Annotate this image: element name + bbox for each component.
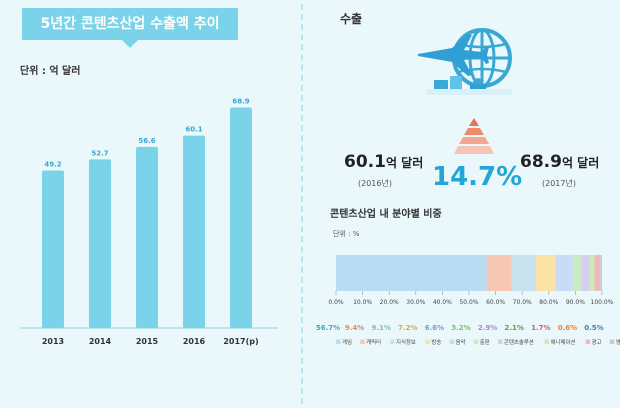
- tick-label: 50.0%: [459, 299, 478, 306]
- growth-rate: 14.7%: [432, 162, 523, 192]
- share-label-캐릭터: 9.4%: [345, 324, 364, 332]
- unit-label: 단위 : 억 달러: [20, 66, 81, 77]
- legend-swatch: [390, 339, 395, 344]
- export-2016-value: 60.1억 달러: [344, 152, 423, 172]
- share-label-광고: 1.7%: [531, 324, 550, 332]
- bar-value-label: 52.7: [91, 149, 108, 157]
- legend-swatch: [360, 339, 365, 344]
- pyramid-icon: [454, 118, 494, 154]
- segment-지식정보: [511, 255, 537, 291]
- export-trend-bar-chart: 49.2 2013 52.7 2014 56.6 2015 60.1 2016 68.9 2017…: [20, 98, 278, 346]
- segment-캐릭터: [486, 255, 512, 291]
- category-label: 2015: [136, 337, 159, 346]
- bar-2016: [183, 135, 205, 328]
- segment-음악: [555, 255, 573, 291]
- category-label: 2017(p): [223, 337, 258, 346]
- segment-애니메이션: [588, 255, 595, 291]
- legend-label-출판: 출판: [480, 338, 490, 346]
- share-label-애니메이션: 2.1%: [504, 324, 523, 332]
- bar-value-label: 68.9: [232, 98, 249, 106]
- share-label-지식정보: 9.1%: [371, 324, 390, 332]
- year-2017-label: (2017년): [542, 179, 576, 188]
- legend-label-음악: 음악: [456, 338, 466, 346]
- segment-영화: [599, 255, 601, 291]
- segment-게임: [336, 255, 487, 291]
- tick-label: 10.0%: [353, 299, 372, 306]
- tick-label: 70.0%: [513, 299, 532, 306]
- category-label: 2016: [183, 337, 206, 346]
- legend-label-게임: 게임: [342, 338, 352, 346]
- tick-label: 80.0%: [539, 299, 558, 306]
- year-2016-label: (2016년): [358, 179, 392, 188]
- legend-label-콘텐츠솔루션: 콘텐츠솔루션: [504, 338, 534, 346]
- tick-label: 30.0%: [406, 299, 425, 306]
- share-label-게임: 56.7%: [316, 324, 340, 332]
- segment-출판: [572, 255, 582, 291]
- legend-swatch: [585, 339, 591, 344]
- segment-광고: [594, 255, 600, 291]
- share-label-음악: 6.6%: [425, 324, 444, 332]
- bar-2013: [42, 170, 64, 328]
- bar-2017(p): [230, 107, 252, 329]
- category-label: 2014: [89, 337, 112, 346]
- share-label-영화: 0.6%: [558, 324, 577, 332]
- distribution-title: 콘텐츠산업 내 분야별 비중: [330, 209, 442, 220]
- legend-swatch: [609, 339, 615, 344]
- bar-value-label: 60.1: [185, 126, 202, 134]
- share-label-만화: 0.5%: [584, 324, 603, 332]
- distribution-unit: 단위 : %: [333, 230, 360, 238]
- bar-2014: [89, 159, 111, 328]
- value-2017-unit: 억 달러: [561, 156, 600, 170]
- category-label: 2013: [42, 337, 64, 346]
- export-2017-value: 68.9억 달러: [520, 152, 599, 172]
- export-section-title: 수출: [340, 12, 363, 26]
- legend-label-애니메이션: 애니메이션: [551, 338, 576, 346]
- segment-콘텐츠솔루션: [581, 255, 589, 291]
- legend-label-캐릭터: 캐릭터: [366, 338, 381, 346]
- legend-label-영화: 영화: [616, 338, 620, 346]
- bar-value-label: 56.6: [138, 137, 155, 145]
- value-2017-number: 68.9: [520, 152, 562, 172]
- share-label-콘텐츠솔루션: 2.9%: [478, 324, 497, 332]
- globe-airplane-icon: [418, 28, 512, 95]
- chart-title-banner: 5년간 콘텐츠산업 수출액 추이: [22, 8, 238, 48]
- tick-label: 20.0%: [380, 299, 399, 306]
- share-label-출판: 3.2%: [451, 324, 470, 332]
- tick-label: 100.0%: [591, 299, 614, 306]
- bar-value-label: 49.2: [44, 161, 61, 169]
- bar-2015: [136, 146, 158, 328]
- legend-label-광고: 광고: [592, 339, 602, 346]
- share-label-방송: 7.2%: [398, 324, 417, 332]
- legend-swatch: [473, 339, 479, 344]
- legend-swatch: [336, 339, 341, 344]
- segment-방송: [536, 255, 556, 291]
- value-2016-number: 60.1: [344, 152, 386, 172]
- tick-label: 60.0%: [486, 299, 505, 306]
- panel-divider: [301, 4, 303, 404]
- value-2016-unit: 억 달러: [385, 156, 424, 170]
- legend-label-방송: 방송: [431, 338, 441, 346]
- legend-swatch: [425, 339, 430, 344]
- legend-swatch: [544, 339, 550, 344]
- tick-label: 40.0%: [433, 299, 452, 306]
- segment-만화: [600, 255, 602, 291]
- tick-label: 90.0%: [566, 299, 585, 306]
- legend-swatch: [449, 339, 455, 344]
- tick-label: 0.0%: [328, 299, 344, 306]
- legend-swatch: [498, 339, 503, 344]
- legend-label-지식정보: 지식정보: [396, 338, 416, 346]
